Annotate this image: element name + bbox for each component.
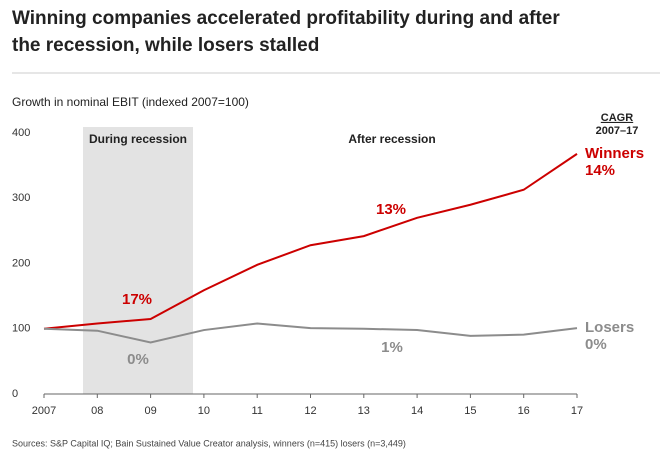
y-tick-label: 300 bbox=[12, 192, 30, 204]
chart-title: Winning companies accelerated profitabil… bbox=[12, 8, 560, 29]
series-cagr: 0% bbox=[585, 336, 607, 353]
y-tick-label: 200 bbox=[12, 257, 30, 269]
series-cagr: 14% bbox=[585, 162, 615, 179]
annotation: 1% bbox=[381, 339, 403, 356]
x-tick-label: 12 bbox=[304, 405, 316, 417]
period-label: During recession bbox=[89, 132, 187, 146]
x-tick-label: 09 bbox=[144, 405, 156, 417]
x-tick-label: 15 bbox=[464, 405, 476, 417]
series-label: Losers bbox=[585, 319, 634, 336]
period-label: After recession bbox=[348, 132, 435, 146]
x-tick-label: 10 bbox=[198, 405, 210, 417]
x-tick-label: 08 bbox=[91, 405, 103, 417]
source: Sources: S&P Capital IQ; Bain Sustained … bbox=[12, 438, 406, 448]
y-tick-label: 400 bbox=[12, 127, 30, 139]
x-tick-label: 14 bbox=[411, 405, 423, 417]
recession-shade bbox=[83, 127, 193, 394]
series-line bbox=[43, 153, 578, 330]
series-label: Winners bbox=[585, 145, 644, 162]
y-tick-label: 0 bbox=[12, 388, 18, 400]
x-tick-label: 16 bbox=[518, 405, 530, 417]
x-tick-label: 17 bbox=[571, 405, 583, 417]
x-tick-label: 2007 bbox=[32, 405, 56, 417]
subtitle: Growth in nominal EBIT (indexed 2007=100… bbox=[12, 95, 249, 109]
cagr-header: 2007–17 bbox=[596, 125, 639, 137]
annotation: 0% bbox=[127, 351, 149, 368]
chart-title: the recession, while losers stalled bbox=[12, 35, 319, 56]
x-tick-label: 11 bbox=[251, 405, 262, 417]
cagr-header: CAGR bbox=[601, 112, 633, 124]
series-line bbox=[43, 322, 578, 344]
y-tick-label: 100 bbox=[12, 323, 30, 335]
x-tick-label: 13 bbox=[358, 405, 370, 417]
annotation: 17% bbox=[122, 291, 152, 308]
annotation: 13% bbox=[376, 201, 406, 218]
